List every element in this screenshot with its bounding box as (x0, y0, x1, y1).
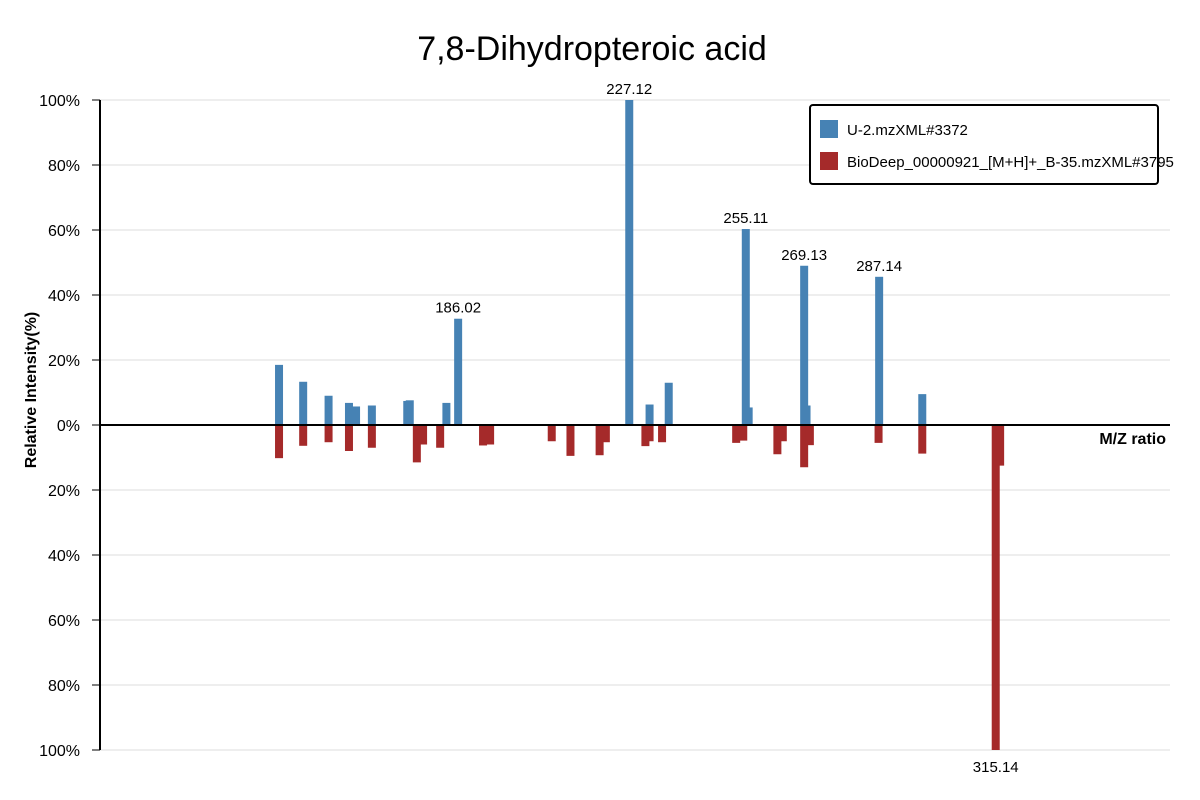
library-peak-bar (739, 425, 748, 441)
reference-peak-bar (454, 318, 463, 425)
library-peak-bar (918, 425, 927, 454)
y-tick-label: 80% (48, 678, 80, 695)
legend-label: U-2.mzXML#3372 (847, 122, 968, 139)
library-peak-bar (800, 425, 809, 468)
reference-peak-bar (918, 394, 927, 425)
library-peak-bar (566, 425, 575, 456)
library-peak-bar (324, 425, 333, 443)
y-tick-label: 40% (48, 288, 80, 305)
library-peak-bar (367, 425, 376, 448)
library-peak-bar (601, 425, 610, 443)
library-peak-bar (805, 425, 814, 446)
chart-title: 7,8-Dihydropteroic acid (417, 30, 767, 68)
library-peak-bar (486, 425, 495, 445)
library-peak-bar (412, 425, 421, 463)
peak-label: 255.11 (723, 210, 768, 227)
library-peak-bar (299, 425, 308, 446)
x-axis-title: M/Z ratio (1099, 431, 1166, 448)
reference-peak-bar (744, 407, 753, 425)
library-peak-bar (991, 425, 1000, 750)
peak-label: 315.14 (973, 759, 1019, 776)
reference-peak-bar (324, 395, 333, 425)
peak-bars (275, 100, 1005, 750)
library-peak-bar (641, 425, 650, 447)
library-peak-bar (778, 425, 787, 442)
reference-peak-bar (442, 402, 451, 425)
library-peak-bar (874, 425, 883, 443)
peak-label: 269.13 (781, 247, 827, 264)
library-peak-bar (436, 425, 445, 448)
library-peak-bar (773, 425, 782, 455)
reference-peak-bar (664, 382, 673, 425)
axes (99, 100, 1170, 750)
reference-peak-bar (625, 100, 634, 425)
reference-peak-bar (802, 405, 811, 425)
reference-peak-bar (875, 276, 884, 425)
reference-peak-bar (352, 406, 361, 425)
y-tick-label: 100% (39, 743, 80, 760)
peak-label: 186.02 (435, 300, 481, 317)
reference-peak-bar (800, 265, 809, 425)
legend-swatch (820, 152, 838, 170)
reference-peak-bar (741, 229, 750, 425)
legend-swatch (820, 120, 838, 138)
y-axis-ticks: 100% 80% 60% 40% 20% 0% 20% 40% 60% 80% 100% (39, 93, 100, 760)
library-peak-bar (645, 425, 654, 442)
library-peak-bar (275, 425, 284, 459)
peak-label: 227.12 (606, 81, 652, 98)
peak-label: 287.14 (856, 258, 902, 275)
library-peak-bar (732, 425, 741, 443)
peak-labels: 186.02 227.12 255.11 269.13 287.14 315.14 (435, 81, 1018, 776)
library-peak-bar (658, 425, 667, 443)
reference-peak-bar (405, 400, 414, 425)
y-tick-label: 0% (57, 418, 80, 435)
legend-label: BioDeep_00000921_[M+H]+_B-35.mzXML#3795 (847, 154, 1174, 171)
reference-peak-bar (275, 364, 284, 425)
y-tick-label: 100% (39, 93, 80, 110)
library-peak-bar (419, 425, 428, 445)
library-peak-bar (547, 425, 556, 442)
library-peak-bar (595, 425, 604, 456)
legend: U-2.mzXML#3372 BioDeep_00000921_[M+H]+_B-… (809, 104, 1174, 185)
y-tick-label: 40% (48, 548, 80, 565)
y-axis-title: Relative Intensity(%) (23, 312, 40, 468)
legend-box (809, 104, 1159, 185)
library-peak-bar (344, 425, 353, 451)
library-peak-bar (479, 425, 488, 446)
y-tick-label: 60% (48, 223, 80, 240)
library-peak-bar (996, 425, 1005, 466)
y-tick-label: 20% (48, 353, 80, 370)
grid-lines (100, 99, 1170, 751)
reference-peak-bar (367, 405, 376, 425)
reference-peak-bar (344, 402, 353, 425)
y-tick-label: 20% (48, 483, 80, 500)
y-tick-label: 60% (48, 613, 80, 630)
y-tick-label: 80% (48, 158, 80, 175)
reference-peak-bar (645, 404, 654, 425)
reference-peak-bar (299, 381, 308, 425)
